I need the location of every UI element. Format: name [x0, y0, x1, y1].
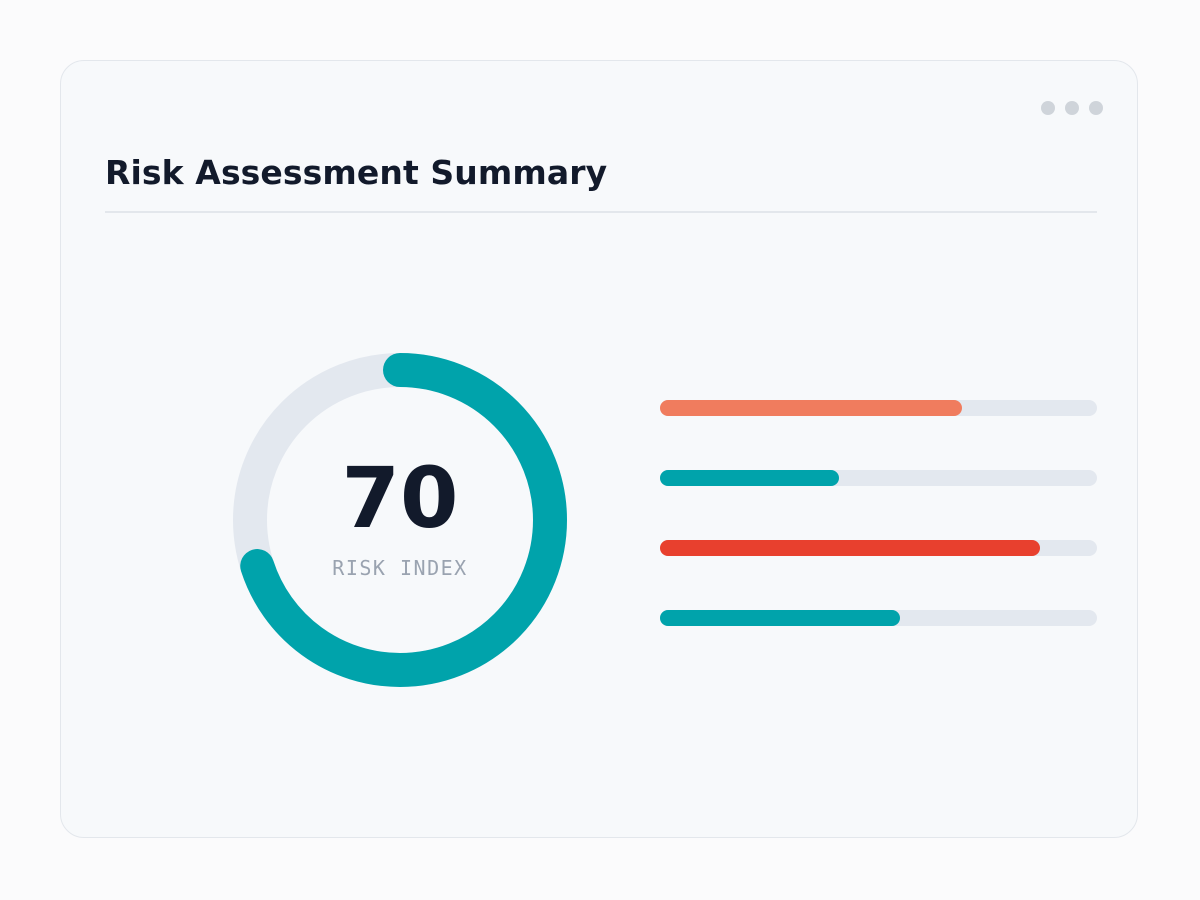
menu-dot: [1065, 101, 1079, 115]
gauge-fill-arc: [233, 353, 567, 687]
menu-dot: [1041, 101, 1055, 115]
gauge-ring: [233, 353, 567, 687]
risk-factor-bar-fill: [660, 540, 1041, 556]
risk-factor-bars: [660, 400, 1097, 680]
more-options-icon[interactable]: [1041, 101, 1103, 115]
title-divider: [105, 211, 1097, 213]
menu-dot: [1089, 101, 1103, 115]
risk-factor-bar-track: [660, 610, 1097, 626]
risk-index-label: RISK INDEX: [332, 556, 468, 580]
risk-factor-bar-track: [660, 470, 1097, 486]
risk-summary-card: Risk Assessment Summary 70 RISK INDEX: [60, 60, 1138, 838]
page-title: Risk Assessment Summary: [105, 153, 608, 192]
risk-factor-bar-track: [660, 400, 1097, 416]
risk-index-value: 70: [341, 449, 459, 547]
risk-factor-bar-fill: [660, 610, 901, 626]
risk-factor-bar-track: [660, 540, 1097, 556]
risk-factor-bar-fill: [660, 470, 840, 486]
risk-factor-bar-fill: [660, 400, 962, 416]
risk-gauge: 70 RISK INDEX: [232, 352, 568, 688]
